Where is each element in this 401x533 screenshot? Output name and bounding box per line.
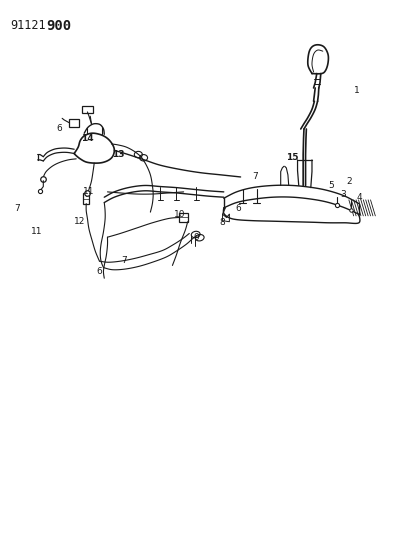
Text: 7: 7: [252, 173, 257, 181]
Text: 11: 11: [31, 227, 43, 236]
Text: 7: 7: [14, 205, 20, 213]
Text: 14: 14: [81, 134, 94, 143]
Text: 10: 10: [174, 210, 185, 219]
Text: 2: 2: [346, 177, 352, 185]
Bar: [82, 106, 93, 113]
Text: 6: 6: [97, 268, 102, 276]
Bar: [83, 193, 89, 204]
Text: 91121: 91121: [10, 19, 46, 32]
Text: 6: 6: [57, 125, 62, 133]
Text: 13: 13: [112, 150, 125, 159]
Text: 5: 5: [328, 181, 334, 190]
Text: 4: 4: [356, 193, 362, 201]
Text: 900: 900: [46, 19, 71, 33]
Text: 12: 12: [74, 217, 85, 225]
Text: 6: 6: [236, 205, 241, 213]
Text: 9: 9: [194, 233, 199, 241]
Bar: [69, 119, 79, 127]
Text: 3: 3: [340, 190, 346, 199]
Text: 15: 15: [286, 153, 298, 161]
Text: 8: 8: [220, 218, 225, 227]
Text: 7: 7: [122, 256, 127, 264]
Text: 11: 11: [83, 188, 94, 196]
Bar: [179, 213, 188, 222]
Text: 1: 1: [354, 86, 360, 95]
